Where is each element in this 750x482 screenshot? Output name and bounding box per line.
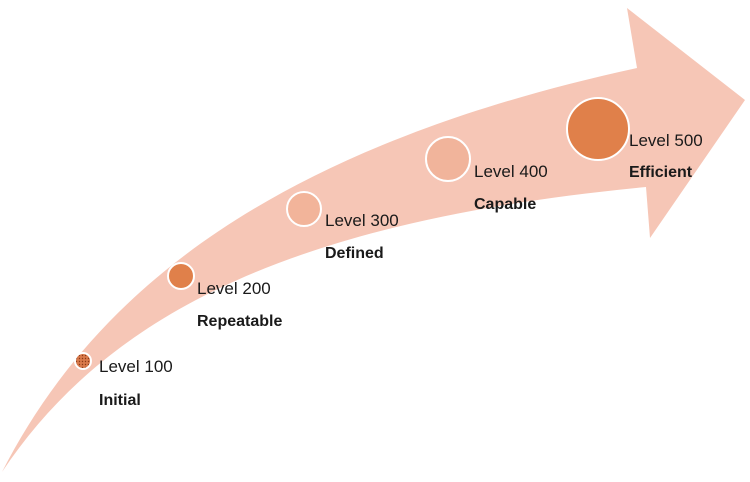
level-1-label: Level 100 <box>99 357 173 376</box>
progress-arrow <box>2 8 745 472</box>
level-4-label: Level 400 <box>474 162 548 181</box>
level-3-label: Level 300 <box>325 211 399 230</box>
level-3-name: Defined <box>325 245 384 262</box>
level-1-name: Initial <box>99 392 141 409</box>
level-5-name: Efficient <box>629 164 693 181</box>
level-1-marker <box>74 352 92 370</box>
level-2-name: Repeatable <box>197 313 283 330</box>
level-2-marker <box>167 262 195 290</box>
level-5-label: Level 500 <box>629 131 703 150</box>
level-4-name: Capable <box>474 196 537 213</box>
level-4-marker <box>425 136 471 182</box>
level-3-marker <box>286 191 322 227</box>
level-5-marker <box>566 97 630 161</box>
level-2-label: Level 200 <box>197 279 271 298</box>
